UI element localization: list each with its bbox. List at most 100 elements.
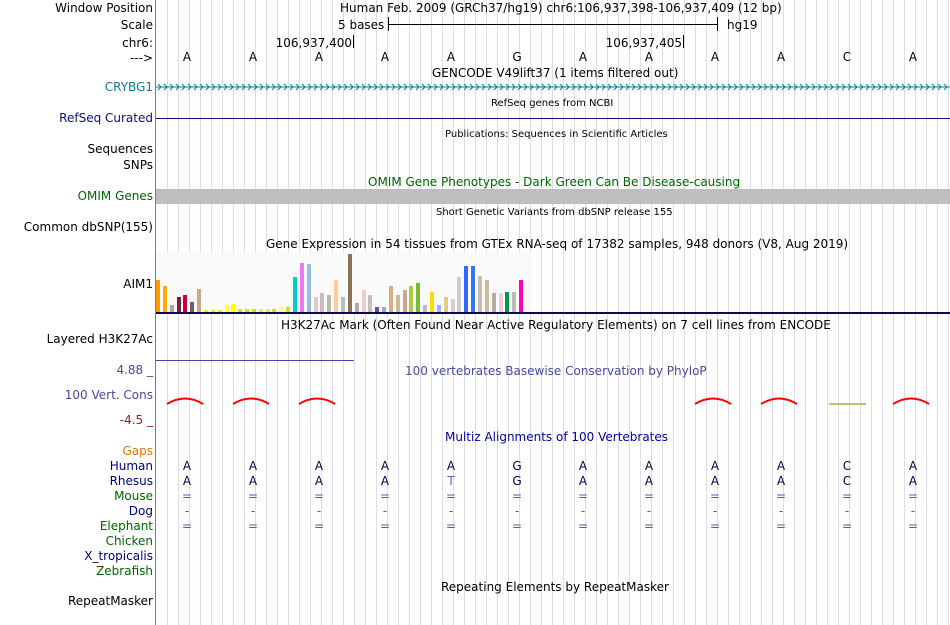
gtex-bar[interactable] — [340, 297, 345, 312]
strand-chevron — [235, 83, 240, 91]
strand-chevron — [805, 83, 810, 91]
strand-chevron — [739, 83, 744, 91]
species-label[interactable]: X_tropicalis — [84, 549, 153, 563]
gtex-bar[interactable] — [354, 303, 359, 312]
gtex-bar[interactable] — [279, 307, 284, 312]
gtex-bar[interactable] — [217, 310, 222, 312]
ruler-position-left: 106,937,400 — [275, 36, 352, 50]
gtex-bar[interactable] — [258, 309, 263, 312]
gtex-bar[interactable] — [286, 307, 291, 312]
strand-chevron — [559, 83, 564, 91]
gtex-bar[interactable] — [251, 309, 256, 312]
species-label[interactable]: Rhesus — [109, 474, 153, 488]
gtex-bar[interactable] — [477, 276, 482, 312]
repeatmasker-track-label[interactable]: RepeatMasker — [67, 594, 153, 608]
gtex-bar[interactable] — [512, 292, 517, 312]
gtex-bar[interactable] — [457, 277, 462, 312]
gtex-bar[interactable] — [265, 309, 270, 312]
gtex-bar[interactable] — [464, 266, 469, 312]
strand-arrow: ---> — [129, 51, 153, 65]
gtex-bar[interactable] — [169, 305, 174, 312]
gtex-bar[interactable] — [361, 290, 366, 312]
gtex-bar[interactable] — [347, 254, 352, 312]
species-label[interactable]: Elephant — [99, 519, 153, 533]
strand-chevron — [763, 83, 768, 91]
strand-chevron — [481, 83, 486, 91]
gtex-bar[interactable] — [402, 290, 407, 312]
alignment-base: - — [712, 504, 718, 518]
gtex-bar[interactable] — [450, 299, 455, 312]
gtex-bar[interactable] — [231, 304, 236, 312]
omim-gene-bar[interactable] — [156, 189, 950, 204]
gtex-bar[interactable] — [203, 310, 208, 312]
gtex-bar[interactable] — [320, 293, 325, 312]
gtex-bar[interactable] — [245, 309, 250, 312]
gtex-bar[interactable] — [306, 264, 311, 312]
gtex-bar[interactable] — [388, 286, 393, 312]
dbsnp-track-label[interactable]: Common dbSNP(155) — [23, 220, 153, 234]
gtex-bar[interactable] — [519, 280, 524, 312]
gtex-bar[interactable] — [395, 295, 400, 312]
species-label[interactable]: Dog — [128, 504, 153, 518]
species-label[interactable]: Human — [109, 459, 153, 473]
scale-bar — [388, 24, 718, 25]
gtex-bar[interactable] — [409, 286, 414, 312]
gtex-bar[interactable] — [176, 297, 181, 312]
gtex-bar[interactable] — [313, 297, 318, 312]
refseq-gene-line[interactable] — [156, 118, 950, 119]
species-label[interactable]: Mouse — [114, 489, 153, 503]
aim1-gtex-label[interactable]: AIM1 — [123, 277, 153, 291]
strand-chevron — [175, 83, 180, 91]
gtex-bar[interactable] — [375, 307, 380, 312]
gtex-bar-chart[interactable] — [156, 252, 556, 312]
gtex-bar[interactable] — [334, 280, 339, 312]
gtex-bar[interactable] — [498, 293, 503, 312]
refseq-track-label[interactable]: RefSeq Curated — [59, 111, 153, 125]
species-label[interactable]: Chicken — [105, 534, 153, 548]
strand-chevron — [385, 83, 390, 91]
gtex-bar[interactable] — [327, 295, 332, 312]
gtex-bar[interactable] — [272, 309, 277, 312]
gtex-bar[interactable] — [293, 277, 297, 312]
gtex-bar[interactable] — [443, 297, 448, 312]
alignment-base: A — [710, 474, 720, 488]
gtex-bar[interactable] — [491, 293, 496, 312]
h3k27ac-track-label[interactable]: Layered H3K27Ac — [46, 332, 153, 346]
gtex-bar[interactable] — [416, 283, 421, 312]
omim-track-label[interactable]: OMIM Genes — [77, 189, 153, 203]
alignment-base: C — [842, 474, 852, 488]
gtex-track-title: Gene Expression in 54 tissues from GTEx … — [266, 237, 849, 251]
gtex-bar[interactable] — [156, 280, 160, 312]
phylop-track-label[interactable]: 100 Vert. Cons — [64, 388, 153, 402]
gtex-bar[interactable] — [382, 307, 387, 312]
gtex-bar[interactable] — [197, 289, 202, 312]
gtex-bar[interactable] — [368, 295, 373, 312]
gtex-bar[interactable] — [162, 286, 167, 312]
gtex-bar[interactable] — [183, 295, 188, 312]
gtex-bar[interactable] — [484, 280, 489, 312]
gtex-bar[interactable] — [505, 292, 510, 312]
gtex-bar[interactable] — [423, 305, 428, 312]
snps-track-label[interactable]: SNPs — [123, 158, 153, 172]
strand-chevron — [781, 83, 786, 91]
strand-chevron — [709, 83, 714, 91]
gtex-bar[interactable] — [430, 292, 434, 312]
gtex-bar[interactable] — [210, 310, 215, 312]
gtex-bar[interactable] — [436, 305, 441, 312]
crybg1-gene-feature[interactable] — [156, 81, 950, 93]
gtex-bar[interactable] — [471, 266, 476, 312]
sequences-track-label[interactable]: Sequences — [87, 142, 153, 156]
strand-chevron — [565, 83, 570, 91]
gaps-track-label[interactable]: Gaps — [122, 444, 153, 458]
gtex-bar[interactable] — [224, 305, 229, 312]
strand-chevron — [259, 83, 264, 91]
gtex-bar[interactable] — [190, 302, 195, 312]
gtex-bar[interactable] — [299, 263, 304, 312]
strand-chevron — [541, 83, 546, 91]
alignment-base: = — [775, 519, 787, 533]
strand-chevron — [157, 83, 162, 91]
gtex-bar[interactable] — [238, 309, 243, 312]
crybg1-gene-label[interactable]: CRYBG1 — [104, 80, 153, 94]
species-label[interactable]: Zebrafish — [96, 564, 153, 578]
